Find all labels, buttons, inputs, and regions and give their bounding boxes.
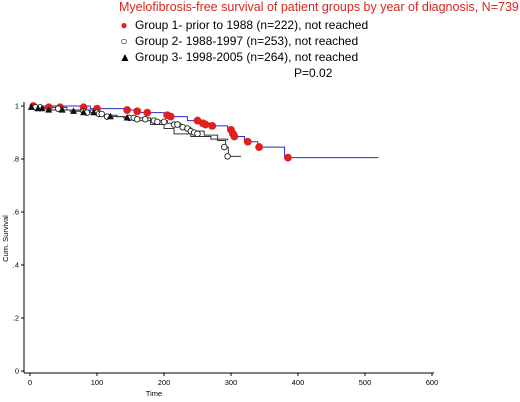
- y-tick-label: 0: [15, 367, 19, 376]
- y-axis-label: Cum. Survival: [1, 215, 10, 262]
- censor-point-group-1: [230, 132, 239, 141]
- censor-point-group-2: [174, 121, 181, 128]
- y-tick-label: .4: [13, 261, 19, 270]
- legend-item-group-3: ▲ Group 3- 1998-2005 (n=264), not reached: [119, 50, 358, 64]
- x-tick-label: 600: [426, 378, 439, 387]
- censor-point-group-1: [243, 137, 252, 146]
- censor-point-group-3: [70, 107, 78, 114]
- x-axis-label: Time: [146, 389, 162, 398]
- x-tick-label: 300: [225, 378, 238, 387]
- censor-point-group-3: [58, 106, 66, 113]
- censor-point-group-2: [221, 143, 228, 151]
- legend-item-group-1: ● Group 1- prior to 1988 (n=222), not rea…: [119, 18, 368, 32]
- y-tick-label: .2: [13, 314, 19, 323]
- axes: 0 100 200 300 400 500 600 0 .2 .4 .6 .8 1: [13, 102, 439, 388]
- censor-point-group-2: [224, 153, 231, 160]
- censor-point-group-3: [123, 114, 131, 121]
- censor-point-group-3: [38, 104, 46, 112]
- censor-point-group-1: [166, 112, 175, 121]
- y-tick-label: .8: [13, 155, 19, 164]
- censor-point-group-1: [133, 107, 142, 116]
- filled-circle-icon: ●: [120, 18, 128, 32]
- censor-point-group-2: [98, 110, 105, 118]
- censor-point-group-3: [106, 112, 114, 120]
- censor-point-group-1: [255, 143, 264, 151]
- censor-point-group-3: [90, 108, 98, 116]
- open-circle-icon: ○: [120, 34, 128, 48]
- censor-point-group-3: [45, 106, 53, 113]
- x-tick-label: 500: [359, 378, 372, 387]
- censor-point-group-1: [201, 120, 210, 129]
- legend-label-group-1: Group 1- prior to 1988 (n=222), not reac…: [135, 18, 369, 32]
- censor-markers: [27, 102, 292, 162]
- legend-label-group-3: Group 3- 1998-2005 (n=264), not reached: [135, 50, 359, 64]
- censor-point-group-3: [80, 108, 88, 116]
- legend-item-group-2: ○ Group 2- 1988-1997 (n=253), not reached: [119, 34, 358, 48]
- chart-title: Myelofibrosis-free survival of patient g…: [119, 0, 519, 14]
- p-value-annotation: P=0.02: [294, 66, 333, 80]
- y-tick-label: 1: [15, 102, 19, 111]
- censor-point-group-1: [123, 106, 132, 114]
- censor-point-group-2: [194, 130, 201, 138]
- censor-point-group-1: [284, 153, 292, 162]
- censor-point-group-2: [154, 118, 161, 126]
- censor-point-group-2: [133, 115, 141, 123]
- x-tick-label: 200: [158, 378, 171, 387]
- legend-label-group-2: Group 2- 1988-1997 (n=253), not reached: [135, 34, 359, 48]
- y-tick-label: .6: [13, 208, 19, 217]
- censor-point-group-2: [141, 115, 149, 123]
- x-tick-label: 0: [28, 378, 32, 387]
- censor-point-group-1: [143, 108, 152, 117]
- censor-point-group-2: [160, 118, 168, 126]
- x-tick-label: 100: [91, 378, 104, 387]
- triangle-icon: ▲: [119, 50, 131, 64]
- censor-point-group-3: [27, 103, 35, 110]
- x-tick-label: 400: [292, 378, 305, 387]
- censor-point-group-1: [208, 121, 217, 130]
